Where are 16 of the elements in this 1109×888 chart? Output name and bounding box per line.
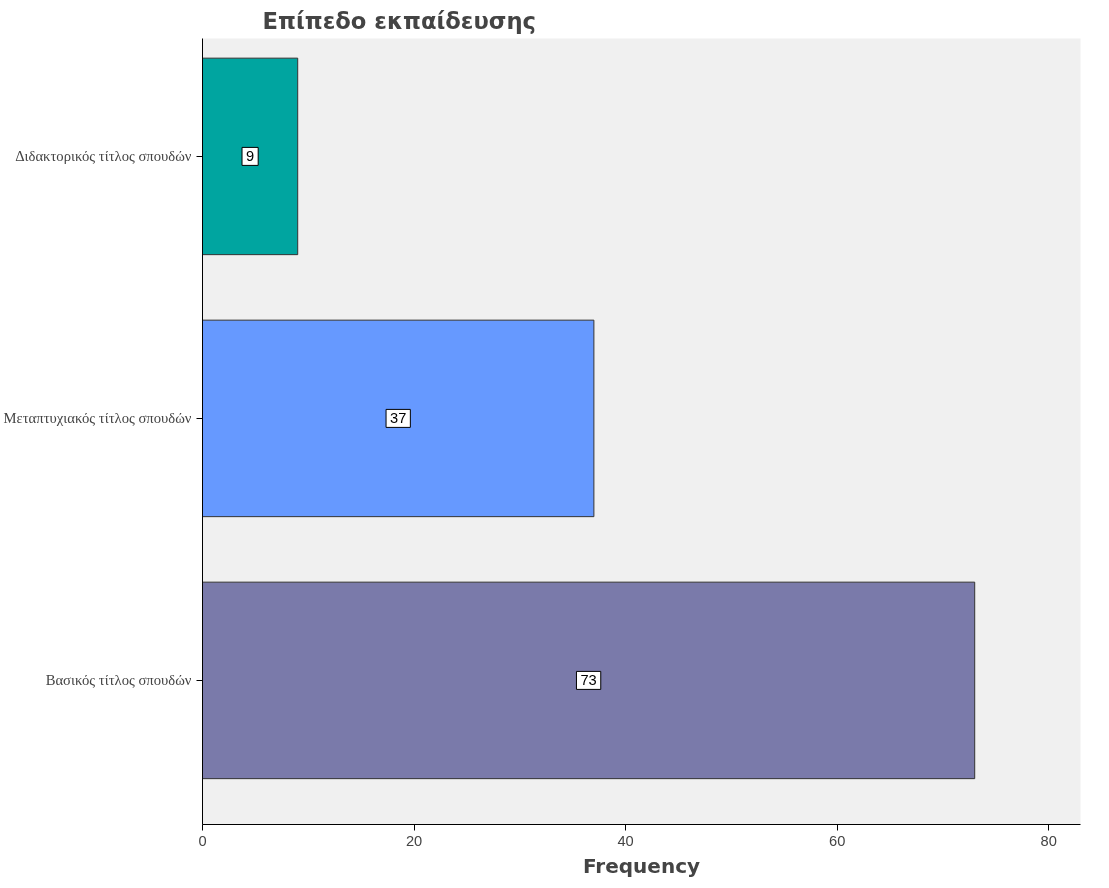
bar <box>202 319 595 518</box>
y-tick-label: Διδακτορικός τίτλος σπουδών <box>15 148 192 165</box>
data-label: 37 <box>390 410 407 427</box>
bar <box>202 581 976 780</box>
bar <box>202 57 299 256</box>
x-tick-label: 20 <box>405 832 423 849</box>
data-label: 73 <box>580 672 597 689</box>
x-tick-label: 60 <box>829 832 846 849</box>
chart-title: Επίπεδο εκπαίδευσης <box>262 7 536 34</box>
x-tick-label: 80 <box>1040 832 1057 849</box>
y-tick-label: Μεταπτυχιακός τίτλος σπουδών <box>3 410 192 427</box>
y-tick-label: Βασικός τίτλος σπουδών <box>45 672 192 689</box>
x-tick-label: 0 <box>198 832 207 849</box>
x-tick-label: 40 <box>617 832 634 849</box>
x-axis-title: Frequency <box>582 853 701 878</box>
data-label: 9 <box>246 148 255 165</box>
